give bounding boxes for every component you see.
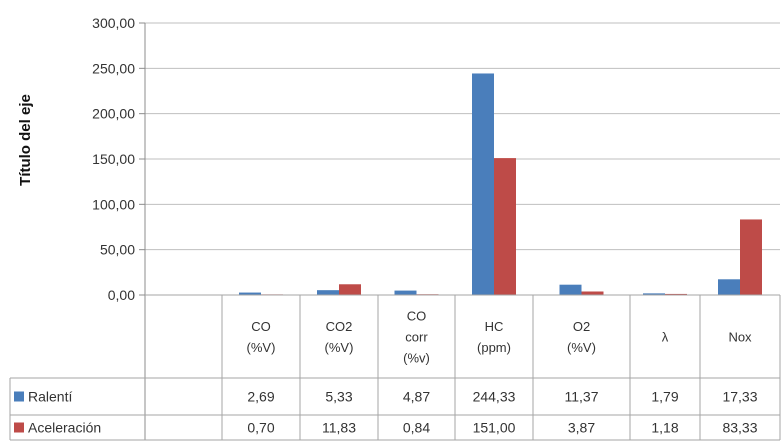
bar-aceleracion: [665, 293, 687, 295]
legend-swatch: [14, 422, 24, 433]
data-label: 11,37: [565, 389, 599, 405]
bar-aceleracion: [339, 284, 361, 295]
y-tick-label: 150,00: [92, 151, 135, 167]
y-tick-label: 300,00: [92, 15, 135, 31]
legend-label: Aceleración: [28, 420, 101, 436]
y-tick-label: 200,00: [92, 106, 135, 122]
bar-aceleracion: [581, 291, 604, 295]
category-label: (%V): [247, 340, 276, 355]
category-label: (ppm): [477, 340, 511, 355]
bar-ralenti: [472, 73, 494, 295]
y-tick-label: 100,00: [92, 196, 135, 212]
data-label: 3,87: [568, 420, 595, 436]
category-label: Nox: [728, 330, 752, 345]
category-label: CO: [407, 309, 427, 324]
legend-label: Ralentí: [28, 389, 72, 405]
category-label: HC: [485, 319, 504, 334]
bar-ralenti: [559, 284, 582, 295]
data-label: 1,79: [651, 389, 678, 405]
bar-ralenti: [718, 279, 740, 295]
bars-layer: [239, 73, 762, 295]
category-label: (%V): [567, 340, 596, 355]
data-label: 2,69: [247, 389, 274, 405]
data-label: 0,84: [403, 420, 430, 436]
bar-aceleracion: [740, 219, 762, 295]
category-label: CO: [251, 319, 271, 334]
data-label: 151,00: [473, 420, 516, 436]
data-label: 244,33: [473, 389, 516, 405]
data-label: 1,18: [651, 420, 678, 436]
y-tick-label: 0,00: [108, 287, 135, 303]
data-label: 4,87: [403, 389, 430, 405]
data-label: 83,33: [722, 420, 757, 436]
axis-layer: 0,00 50,00 100,00 150,00 200,00 250,00 300,00: [92, 15, 146, 440]
category-label: O2: [573, 319, 590, 334]
category-label: corr: [405, 330, 428, 345]
category-label: (%V): [325, 340, 354, 355]
y-tick-label: 250,00: [92, 60, 135, 76]
y-tick-label: 50,00: [100, 242, 135, 258]
data-label: 5,33: [325, 389, 352, 405]
bar-ralenti: [643, 293, 665, 295]
data-label: 0,70: [247, 420, 274, 436]
data-label: 17,33: [722, 389, 757, 405]
bar-aceleracion: [494, 158, 516, 295]
category-label: (%v): [403, 351, 430, 366]
legend-swatch: [14, 391, 24, 402]
category-label: CO2: [326, 319, 353, 334]
data-table: CO (%V) CO2 (%V) CO corr (%v) HC (ppm) O2 (%V) λ Nox…: [9, 294, 781, 441]
category-label: λ: [662, 330, 669, 345]
bar-ralenti: [394, 290, 417, 295]
y-axis-title: Título del eje: [17, 94, 34, 186]
bar-ralenti: [239, 292, 261, 295]
bar-ralenti: [317, 290, 339, 295]
grid-layer: [145, 22, 780, 296]
data-label: 11,83: [322, 420, 356, 436]
